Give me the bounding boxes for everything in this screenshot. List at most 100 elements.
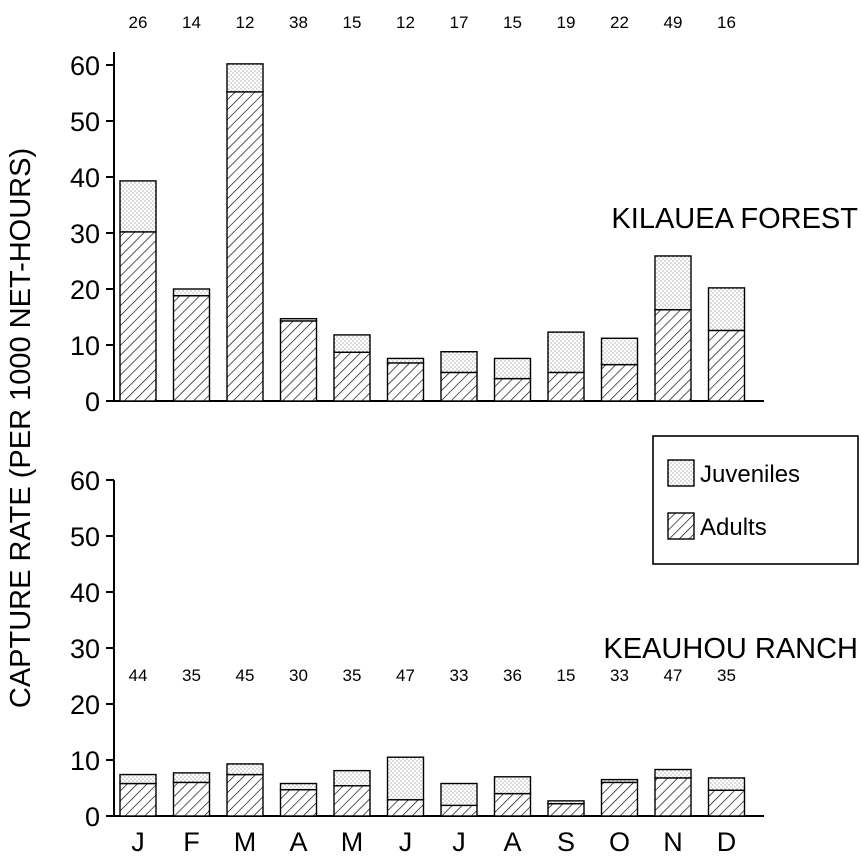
- kilauea-sample-count: 12: [236, 13, 255, 32]
- keauhou-bar-adults: [493, 792, 532, 817]
- keauhou-y-tick-label: 0: [85, 802, 100, 832]
- keauhou-bar-adults: [226, 773, 264, 817]
- kilauea-bar-juveniles: [600, 337, 639, 366]
- keauhou-bar-juveniles: [493, 776, 532, 795]
- keauhou-bar-juveniles: [226, 763, 264, 776]
- keauhou-sample-count: 45: [236, 666, 255, 685]
- kilauea-sample-count: 17: [450, 13, 469, 32]
- kilauea-bar-juveniles: [493, 357, 532, 380]
- keauhou-bar-juveniles: [172, 772, 211, 784]
- keauhou-sample-count: 35: [182, 666, 201, 685]
- keauhou-sample-count: 44: [129, 666, 148, 685]
- kilauea-bar-juveniles: [279, 317, 318, 322]
- legend-label-juveniles: Juveniles: [700, 461, 800, 488]
- legend-swatch-adults: [667, 512, 695, 540]
- x-tick-label: M: [234, 827, 257, 857]
- kilauea-bar-adults: [333, 351, 371, 402]
- kilauea-forest-panel: 0 10 20 30 40 50 60 26 14 12 38 15 12 17 15 19 22 49 16 KIL…: [70, 13, 858, 417]
- keauhou-bar-adults: [172, 781, 211, 817]
- keauhou-bar-adults: [707, 789, 746, 817]
- x-tick-label: O: [609, 827, 630, 857]
- x-tick-label: J: [399, 827, 413, 857]
- x-tick-label: J: [131, 827, 145, 857]
- kilauea-sample-count: 49: [664, 13, 683, 32]
- kilauea-sample-count: 15: [343, 13, 362, 32]
- keauhou-y-tick-label: 40: [70, 578, 100, 608]
- kilauea-bar-adults: [493, 377, 532, 402]
- legend: Juveniles Adults: [652, 435, 859, 565]
- kilauea-bar-adults: [119, 231, 157, 402]
- kilauea-bar-juveniles: [386, 357, 425, 364]
- kilauea-bar-juveniles: [226, 63, 264, 93]
- keauhou-bar-juveniles: [386, 756, 425, 801]
- keauhou-y-tick-label: 50: [70, 522, 100, 552]
- keauhou-sample-count: 15: [557, 666, 576, 685]
- kilauea-bar-adults: [547, 371, 585, 402]
- keauhou-bar-juveniles: [119, 773, 157, 785]
- kilauea-bar-adults: [654, 309, 692, 402]
- legend-box: [652, 435, 859, 565]
- keauhou-bar-juveniles: [279, 782, 318, 791]
- keauhou-sample-count: 35: [717, 666, 736, 685]
- y-axis-label: CAPTURE RATE (PER 1000 NET-HOURS): [5, 148, 37, 708]
- keauhou-bar-adults: [547, 802, 585, 817]
- keauhou-bar-adults: [440, 804, 478, 817]
- keauhou-y-tick-label: 20: [70, 690, 100, 720]
- keauhou-bar-adults: [654, 777, 692, 817]
- kilauea-bar-adults: [172, 295, 211, 402]
- legend-swatch-juveniles: [667, 459, 695, 487]
- keauhou-sample-count: 30: [289, 666, 308, 685]
- keauhou-bar-adults: [279, 788, 318, 817]
- x-tick-label: F: [183, 827, 200, 857]
- kilauea-y-tick-label: 30: [70, 219, 100, 249]
- kilauea-bar-adults: [707, 329, 746, 402]
- kilauea-bar-juveniles: [654, 255, 692, 311]
- x-tick-label: N: [663, 827, 683, 857]
- keauhou-bar-juveniles: [547, 800, 585, 805]
- keauhou-bar-juveniles: [707, 777, 746, 791]
- x-tick-label: A: [503, 827, 521, 857]
- keauhou-bar-juveniles: [654, 768, 692, 779]
- kilauea-y-tick-label: 20: [70, 275, 100, 305]
- kilauea-y-tick-label: 0: [85, 387, 100, 417]
- keauhou-sample-count: 47: [664, 666, 683, 685]
- kilauea-bar-juveniles: [119, 180, 157, 233]
- kilauea-bar-juveniles: [172, 288, 211, 297]
- x-tick-label: S: [557, 827, 575, 857]
- keauhou-bar-adults: [600, 781, 639, 817]
- kilauea-y-tick-label: 10: [70, 331, 100, 361]
- legend-label-adults: Adults: [700, 514, 767, 541]
- keauhou-bar-juveniles: [440, 782, 478, 807]
- kilauea-bar-juveniles: [333, 334, 371, 353]
- keauhou-sample-count: 33: [610, 666, 629, 685]
- kilauea-bar-adults: [600, 363, 639, 402]
- kilauea-sample-count: 19: [557, 13, 576, 32]
- kilauea-sample-count: 26: [129, 13, 148, 32]
- kilauea-y-tick-label: 60: [70, 51, 100, 81]
- kilauea-bar-juveniles: [547, 331, 585, 374]
- kilauea-sample-count: 12: [396, 13, 415, 32]
- x-tick-label: A: [289, 827, 307, 857]
- kilauea-sample-count: 14: [182, 13, 201, 32]
- keauhou-sample-count: 47: [396, 666, 415, 685]
- x-tick-label: D: [717, 827, 737, 857]
- keauhou-y-tick-label: 30: [70, 634, 100, 664]
- keauhou-sample-count: 35: [343, 666, 362, 685]
- kilauea-bar-adults: [226, 91, 264, 402]
- keauhou-y-tick-label: 60: [70, 466, 100, 496]
- kilauea-sample-count: 15: [503, 13, 522, 32]
- kilauea-bar-adults: [386, 362, 425, 402]
- kilauea-panel-label: KILAUEA FOREST: [611, 203, 858, 235]
- kilauea-sample-count: 38: [289, 13, 308, 32]
- kilauea-sample-count: 16: [717, 13, 736, 32]
- keauhou-bar-adults: [119, 782, 157, 817]
- kilauea-sample-count: 22: [610, 13, 629, 32]
- keauhou-bar-adults: [333, 785, 371, 817]
- keauhou-sample-count: 36: [503, 666, 522, 685]
- keauhou-bar-juveniles: [600, 778, 639, 784]
- kilauea-bar-juveniles: [707, 287, 746, 332]
- keauhou-sample-count: 33: [450, 666, 469, 685]
- x-tick-label: J: [452, 827, 466, 857]
